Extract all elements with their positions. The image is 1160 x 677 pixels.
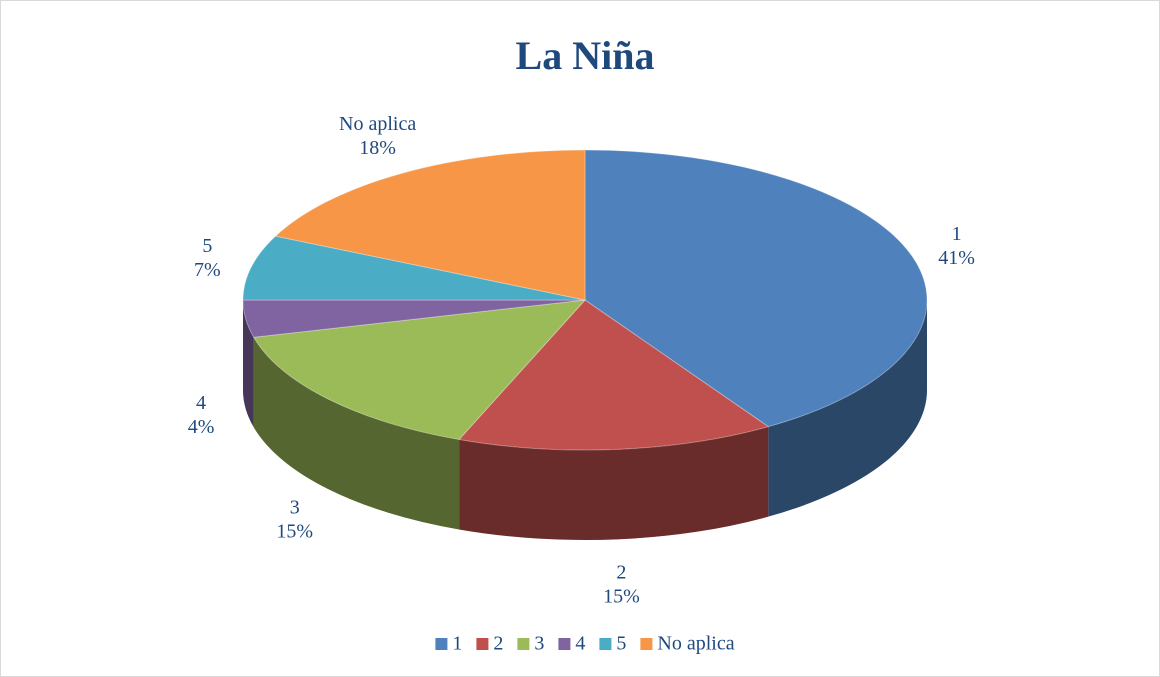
- data-label-category: 3: [290, 497, 300, 519]
- pie-slice: [242, 235, 586, 301]
- legend-swatch: [435, 638, 448, 650]
- chart-title: La Niña: [516, 33, 655, 78]
- legend-label: 3: [534, 633, 544, 655]
- legend-label: No aplica: [657, 633, 734, 655]
- data-label-category: 4: [196, 392, 206, 414]
- pie-slice: [242, 299, 586, 338]
- data-label-value: 7%: [194, 259, 221, 281]
- legend-swatch: [558, 638, 571, 650]
- data-label-category: 2: [616, 562, 626, 584]
- data-label-value: 18%: [359, 137, 396, 159]
- legend-label: 2: [493, 633, 503, 655]
- pie-slice-side: [243, 300, 254, 428]
- legend-label: 1: [452, 633, 462, 655]
- data-label-value: 15%: [276, 521, 313, 543]
- pie-slice-side-shade: [768, 300, 927, 517]
- pie-slice-side-shade: [253, 337, 460, 530]
- legend-label: 5: [616, 633, 626, 655]
- pie-slice: [584, 149, 928, 428]
- pie-slice: [252, 299, 587, 441]
- pie-slice-side: [768, 300, 927, 517]
- data-label-category: No aplica: [339, 113, 416, 135]
- data-label-value: 4%: [188, 416, 215, 438]
- legend-swatch: [476, 638, 489, 650]
- pie-slice: [274, 149, 586, 301]
- data-label-value: 41%: [938, 247, 975, 269]
- pie-slice-side: [253, 337, 460, 530]
- data-label-category: 5: [202, 235, 212, 257]
- pie-slice-side-shade: [243, 300, 254, 428]
- legend-swatch: [599, 638, 612, 650]
- pie-slice: [458, 299, 770, 451]
- data-label-category: 1: [952, 223, 962, 245]
- pie-slice-side-shade: [459, 426, 769, 540]
- legend-label: 4: [575, 633, 585, 655]
- legend-swatch: [640, 638, 653, 650]
- pie-slice-side: [459, 426, 769, 540]
- legend-swatch: [517, 638, 530, 650]
- data-label-value: 15%: [603, 586, 640, 608]
